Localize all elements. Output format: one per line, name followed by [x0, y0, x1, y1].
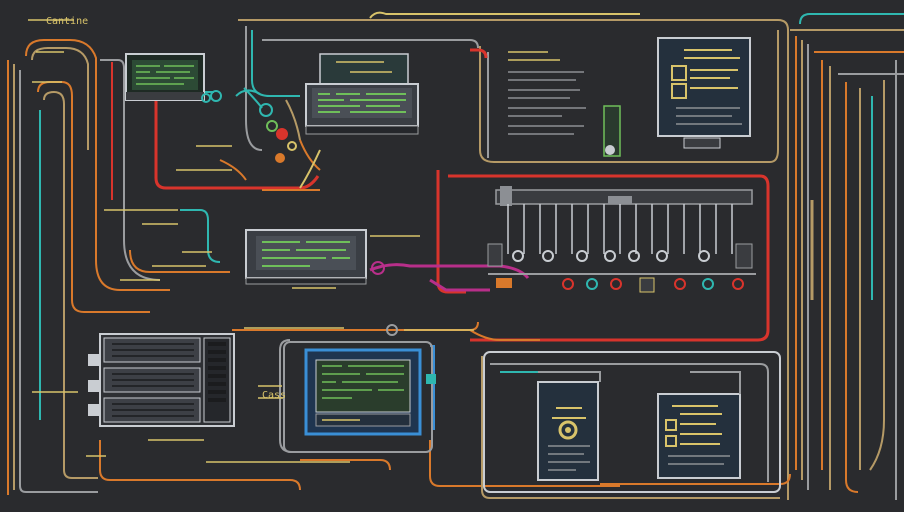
info-panel-bottom-right [657, 393, 741, 479]
connector-cluster-top [243, 87, 321, 189]
monitor-module-top-center [305, 53, 419, 135]
wire-red [154, 48, 770, 342]
connector-bus [487, 186, 756, 293]
text-block-top [508, 51, 586, 135]
device-small-top [603, 105, 621, 157]
monitor-module-middle [245, 229, 420, 289]
info-panel-bottom-left [537, 381, 599, 481]
cable-bundle-right [790, 13, 904, 500]
enclosure-bottom-right [483, 351, 781, 493]
info-panel-top-right [657, 37, 751, 149]
connector-ring [386, 324, 398, 336]
wire-teal [180, 89, 780, 499]
label-bottom-center: Cass [262, 390, 286, 401]
label-top-left: Cantine [46, 16, 88, 27]
server-rack [88, 333, 235, 427]
monitor-module-top-left [125, 53, 222, 103]
label-group-left [28, 19, 350, 463]
label-group-center [244, 327, 474, 399]
monitor-module-bottom-center [283, 341, 436, 453]
wire-top-frame [238, 11, 789, 500]
cable-bundle-left [7, 39, 170, 495]
